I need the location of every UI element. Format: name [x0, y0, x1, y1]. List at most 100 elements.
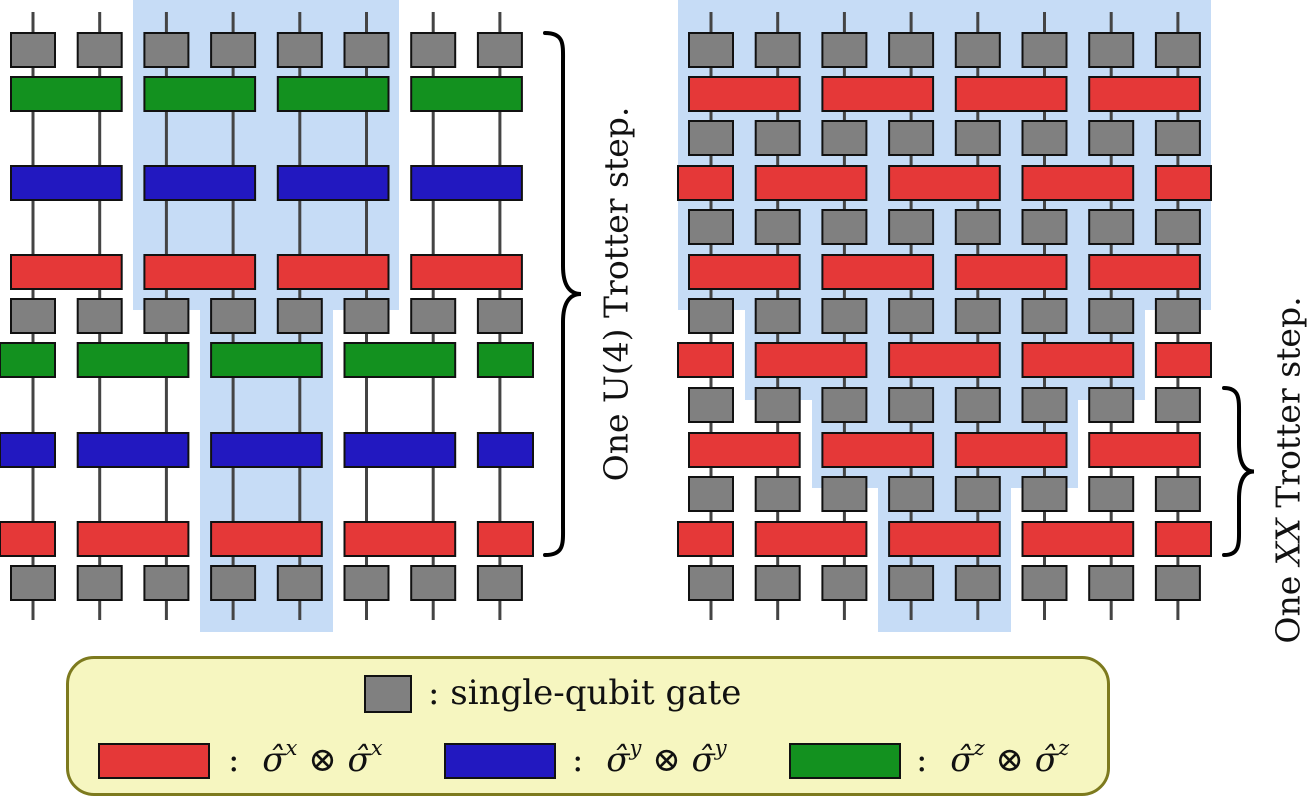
left-single-qubit-gate [343, 565, 390, 601]
left-single-qubit-gate [210, 565, 257, 601]
right-xx-gate-edge [677, 521, 734, 557]
right-single-qubit-gate [688, 387, 734, 423]
left-single-qubit-gate [10, 565, 56, 601]
right-xx-gate [821, 432, 935, 468]
left-xx-gate-edge [476, 521, 534, 557]
left-zz-gate [343, 342, 457, 378]
left-single-qubit-gate [76, 32, 123, 68]
right-single-qubit-gate [1154, 120, 1201, 156]
right-single-qubit-gate [1088, 298, 1135, 334]
right-xx-gate [888, 521, 1001, 557]
left-single-qubit-gate [276, 298, 323, 334]
right-single-qubit-gate [1088, 565, 1135, 601]
left-xx-gate [343, 521, 457, 557]
left-zz-gate [10, 76, 123, 112]
left-light-cone [133, 0, 399, 632]
left-yy-gate [410, 165, 523, 201]
right-single-qubit-gate [754, 120, 801, 156]
right-single-qubit-gate [754, 476, 801, 512]
left-single-qubit-gate [476, 565, 523, 601]
right-xx-gate-edge [677, 165, 734, 201]
left-single-qubit-gate [476, 298, 523, 334]
legend-yy-label: : σ̂y ⊗ σ̂y [572, 735, 727, 780]
right-single-qubit-gate [1088, 387, 1135, 423]
right-xx-gate [954, 432, 1068, 468]
left-yy-gate [343, 432, 457, 468]
right-xx-gate [1088, 76, 1201, 112]
right-xx-gate-edge [1154, 165, 1213, 201]
right-xx-gate [1088, 254, 1201, 290]
legend-xx-label: : σ̂x ⊗ σ̂x [228, 735, 383, 780]
right-single-qubit-gate [954, 387, 1001, 423]
left-xx-gate [10, 254, 123, 290]
right-xx-gate [688, 76, 801, 112]
left-yy-gate-edge [476, 432, 534, 468]
right-xx-gate [688, 254, 801, 290]
right-single-qubit-gate [754, 387, 801, 423]
right-single-qubit-gate [821, 120, 868, 156]
right-xx-gate [888, 342, 1001, 378]
right-single-qubit-gate [821, 298, 868, 334]
right-single-qubit-gate [754, 565, 801, 601]
right-single-qubit-gate [888, 298, 935, 334]
left-single-qubit-gate [276, 565, 323, 601]
right-single-qubit-gate [821, 565, 868, 601]
right-single-qubit-gate [1021, 120, 1068, 156]
right-single-qubit-gate [688, 120, 734, 156]
right-xx-gate [754, 165, 868, 201]
right-xx-gate-edge [1154, 521, 1213, 557]
left-single-qubit-gate [410, 32, 457, 68]
left-single-qubit-gate [143, 565, 190, 601]
legend-single-qubit-swatch [364, 675, 412, 713]
right-single-qubit-gate [821, 476, 868, 512]
left-zz-gate-edge [476, 342, 534, 378]
right-single-qubit-gate [754, 32, 801, 68]
right-xx-gate [821, 76, 935, 112]
right-single-qubit-gate [688, 565, 734, 601]
left-xx-gate [210, 521, 323, 557]
left-zz-gate [76, 342, 190, 378]
left-yy-gate [276, 165, 390, 201]
right-xx-gate [1021, 521, 1135, 557]
right-xx-gate-edge [1154, 342, 1213, 378]
right-single-qubit-gate [954, 32, 1001, 68]
right-single-qubit-gate [1154, 209, 1201, 245]
left-single-qubit-gate [476, 32, 523, 68]
right-light-cone [678, 0, 1211, 632]
right-single-qubit-gate [688, 298, 734, 334]
left-zz-gate [410, 76, 523, 112]
right-single-qubit-gate [754, 298, 801, 334]
right-single-qubit-gate [821, 32, 868, 68]
left-single-qubit-gate [76, 298, 123, 334]
right-single-qubit-gate [1021, 209, 1068, 245]
right-single-qubit-gate [1154, 387, 1201, 423]
left-single-qubit-gate [343, 298, 390, 334]
left-single-qubit-gate [410, 298, 457, 334]
right-xx-gate [688, 432, 801, 468]
left-single-qubit-gate [210, 298, 257, 334]
right-single-qubit-gate [1088, 120, 1135, 156]
left-zz-gate [143, 76, 257, 112]
right-single-qubit-gate [688, 209, 734, 245]
right-single-qubit-gate [954, 565, 1001, 601]
right-xx-gate [754, 521, 868, 557]
legend-yy-swatch [444, 743, 556, 779]
legend-single-qubit-label: : single-qubit gate [428, 673, 742, 713]
left-single-qubit-gate [10, 32, 56, 68]
left-yy-gate [10, 165, 123, 201]
right-single-qubit-gate [888, 476, 935, 512]
right-xx-gate [1088, 432, 1201, 468]
right-single-qubit-gate [1154, 298, 1201, 334]
right-single-qubit-gate [1088, 476, 1135, 512]
right-single-qubit-gate [1021, 32, 1068, 68]
right-xx-gate [888, 165, 1001, 201]
right-xx-gate [954, 254, 1068, 290]
left-xx-gate [143, 254, 257, 290]
left-single-qubit-gate [143, 298, 190, 334]
left-single-qubit-gate [276, 32, 323, 68]
left-yy-gate [143, 165, 257, 201]
right-single-qubit-gate [954, 476, 1001, 512]
left-single-qubit-gate [210, 32, 257, 68]
right-single-qubit-gate [1021, 565, 1068, 601]
